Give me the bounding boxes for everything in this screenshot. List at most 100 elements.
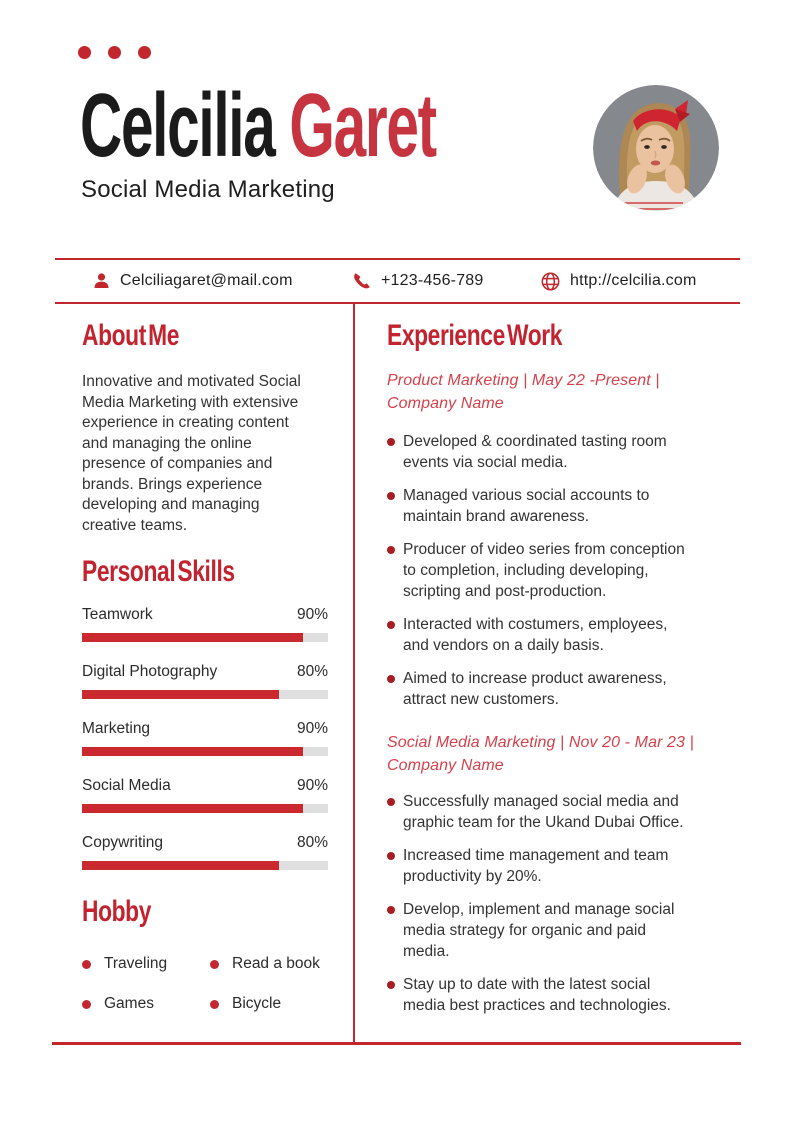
bullet-dot-icon	[210, 999, 219, 1009]
skill-label: Copywriting	[82, 834, 163, 851]
job-title-line: Product Marketing | May 22 -Present | Co…	[387, 372, 660, 412]
skill-bar-track	[82, 747, 328, 756]
skill-label: Social Media	[82, 777, 171, 794]
skill-label: Digital Photography	[82, 663, 218, 680]
skill-row: Copywriting 80%	[82, 834, 328, 870]
bottom-rule	[52, 1042, 741, 1045]
job-bullet: Successfully managed social media and gr…	[387, 791, 743, 833]
bullet-text: Stay up to date with the latest social m…	[403, 976, 671, 1014]
job-entry: Social Media Marketing | Nov 20 - Mar 23…	[387, 732, 743, 1016]
bullet-dot-icon	[387, 852, 395, 860]
bullet-dot-icon	[210, 959, 219, 969]
job-title-line: Social Media Marketing | Nov 20 - Mar 23…	[387, 734, 694, 774]
bullet-dot-icon	[82, 959, 91, 969]
bullet-dot-icon	[387, 798, 395, 806]
skill-label: Teamwork	[82, 606, 153, 623]
job-list: Product Marketing | May 22 -Present | Co…	[387, 370, 743, 1016]
bullet-dot-icon	[387, 621, 395, 629]
phone-value[interactable]: +123-456-789	[381, 272, 484, 289]
globe-icon	[541, 272, 560, 290]
about-text: Innovative and motivated Social Media Ma…	[82, 373, 301, 534]
bullet-text: Interacted with costumers, employees, an…	[403, 616, 668, 654]
person-icon	[94, 273, 109, 288]
hobby-label: Traveling	[104, 955, 168, 972]
about-heading: About Me	[82, 319, 180, 352]
skill-bar-track	[82, 861, 328, 870]
bullet-dot-icon	[82, 999, 91, 1009]
skill-percent: 90%	[296, 720, 328, 737]
skill-bar-fill	[82, 804, 304, 813]
contact-bar: Celciliagaret@mail.com +123-456-789 http…	[55, 258, 740, 304]
job-bullet: Develop, implement and manage social med…	[387, 899, 743, 962]
skill-row: Digital Photography 80%	[82, 663, 328, 699]
job-title-subtitle: Social Media Marketing	[81, 176, 335, 203]
hobby-heading: Hobby	[82, 895, 152, 928]
hobby-list: Traveling Read a book Games Bicycle	[82, 954, 328, 1014]
job-bullet: Interacted with costumers, employees, an…	[387, 614, 743, 656]
bullet-dot-icon	[387, 906, 395, 914]
skill-bar-fill	[82, 633, 304, 642]
skill-label: Marketing	[82, 720, 151, 737]
hobby-label: Bicycle	[232, 995, 282, 1012]
hobby-item: Read a book	[210, 954, 328, 974]
skill-percent: 80%	[296, 663, 328, 680]
job-bullet-list: Developed & coordinated tasting room eve…	[387, 431, 743, 710]
job-bullet: Aimed to increase product awareness, att…	[387, 668, 743, 710]
skill-percent: 90%	[296, 606, 328, 623]
job-bullet-list: Successfully managed social media and gr…	[387, 791, 743, 1016]
job-bullet: Producer of video series from conception…	[387, 539, 743, 602]
last-name: Garet	[289, 76, 437, 176]
website-value[interactable]: http://celcilia.com	[570, 272, 697, 289]
bullet-text: Successfully managed social media and gr…	[403, 793, 684, 831]
job-bullet: Stay up to date with the latest social m…	[387, 974, 743, 1016]
bullet-dot-icon	[387, 492, 395, 500]
skill-bar-track	[82, 690, 328, 699]
profile-photo-illustration	[593, 85, 719, 211]
contact-phone: +123-456-789	[353, 260, 484, 302]
bullet-dot-icon	[387, 981, 395, 989]
hobby-item: Games	[82, 994, 210, 1014]
skill-percent: 90%	[296, 777, 328, 794]
column-divider	[353, 302, 355, 1042]
skills-heading: Personal Skills	[82, 555, 235, 588]
profile-photo	[593, 85, 719, 211]
phone-icon	[354, 273, 370, 289]
skill-bar-track	[82, 804, 328, 813]
job-bullet: Developed & coordinated tasting room eve…	[387, 431, 743, 473]
skill-bar-fill	[82, 747, 304, 756]
bullet-text: Developed & coordinated tasting room eve…	[403, 433, 667, 471]
bullet-text: Develop, implement and manage social med…	[403, 901, 675, 960]
bullet-dot-icon	[387, 675, 395, 683]
hobby-label: Read a book	[232, 955, 320, 972]
job-entry: Product Marketing | May 22 -Present | Co…	[387, 370, 743, 710]
skill-row: Social Media 90%	[82, 777, 328, 813]
email-value[interactable]: Celciliagaret@mail.com	[120, 272, 293, 289]
hobby-item: Traveling	[82, 954, 210, 974]
skill-list: Teamwork 90% Digital Photography 80% Mar…	[82, 606, 328, 870]
red-dot-icon	[138, 46, 151, 59]
skill-row: Marketing 90%	[82, 720, 328, 756]
experience-section: Experience Work Product Marketing | May …	[387, 320, 743, 1028]
hobby-label: Games	[104, 995, 154, 1012]
skills-section: Personal Skills Teamwork 90% Digital Pho…	[82, 556, 328, 891]
red-dot-icon	[78, 46, 91, 59]
skill-bar-fill	[82, 861, 279, 870]
red-dot-icon	[108, 46, 121, 59]
skill-percent: 80%	[296, 834, 328, 851]
bullet-text: Increased time management and team produ…	[403, 847, 669, 885]
about-section: About Me Innovative and motivated Social…	[82, 320, 328, 536]
job-bullet: Increased time management and team produ…	[387, 845, 743, 887]
hobby-item: Bicycle	[210, 994, 328, 1014]
bullet-text: Producer of video series from conception…	[403, 541, 685, 600]
job-bullet: Managed various social accounts to maint…	[387, 485, 743, 527]
bullet-dot-icon	[387, 546, 395, 554]
person-name: Celcilia Garet	[80, 81, 437, 171]
bullet-text: Managed various social accounts to maint…	[403, 487, 650, 525]
bullet-dot-icon	[387, 438, 395, 446]
contact-website: http://celcilia.com	[541, 260, 697, 302]
experience-heading: Experience Work	[387, 319, 563, 352]
first-name: Celcilia	[80, 76, 276, 176]
hobby-section: Hobby Traveling Read a book Games Bicycl…	[82, 896, 328, 1014]
contact-email: Celciliagaret@mail.com	[93, 260, 293, 302]
